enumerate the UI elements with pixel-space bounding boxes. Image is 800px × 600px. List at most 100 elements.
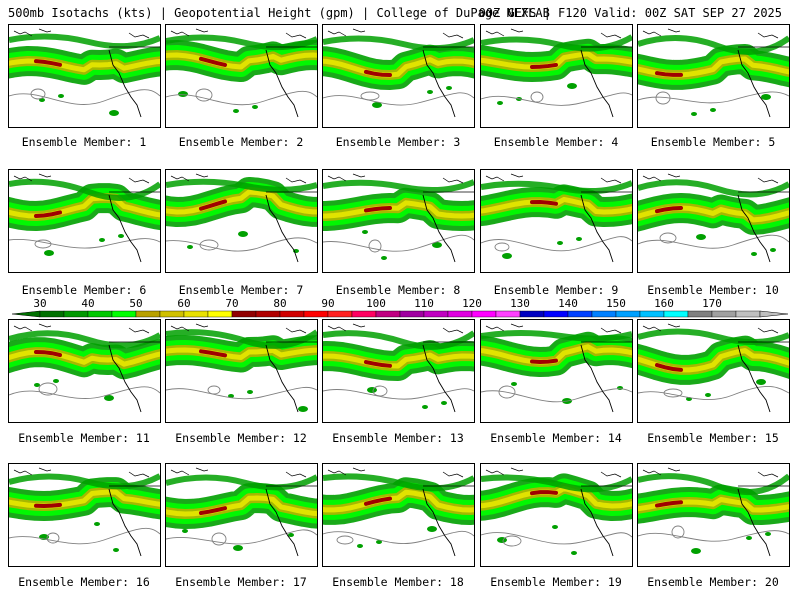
ensemble-member-label: Ensemble Member: 17	[175, 575, 307, 589]
isotach-blob	[238, 231, 248, 237]
isotach-blob	[252, 105, 258, 109]
colorbar-arrow-left	[11, 310, 41, 318]
jet-core	[364, 69, 392, 77]
colorbar-swatch	[327, 310, 353, 318]
coastline	[580, 194, 614, 263]
ensemble-member-label: Ensemble Member: 8	[335, 283, 461, 297]
height-contour	[481, 236, 632, 252]
ensemble-map-panel	[165, 169, 318, 273]
ensemble-map-panel	[480, 24, 633, 128]
height-contour	[638, 386, 789, 401]
ensemble-map-panel	[8, 24, 161, 128]
jet-core	[34, 502, 62, 508]
ensemble-map-panel	[480, 319, 633, 423]
ensemble-map-panel	[8, 169, 161, 273]
ensemble-member-label: Ensemble Member: 15	[647, 431, 779, 445]
ensemble-map-panel	[480, 463, 633, 567]
height-contour	[166, 237, 317, 252]
isotach-blob	[187, 245, 193, 249]
colorbar-swatch	[303, 310, 329, 318]
height-contour	[494, 242, 510, 252]
coastline	[170, 28, 307, 39]
isotach-blob	[372, 102, 382, 108]
isotach-band	[9, 349, 160, 367]
colorbar-swatch	[543, 310, 569, 318]
isotach-band	[166, 189, 317, 215]
isotach-blob	[710, 108, 716, 112]
isotach-blob	[34, 383, 40, 387]
height-contour	[34, 239, 52, 249]
isotach-band	[9, 195, 160, 219]
isotach-blob	[109, 110, 119, 116]
coastline	[327, 467, 464, 478]
map-graphic	[481, 173, 632, 263]
coastline	[170, 467, 307, 478]
isotach-band	[638, 179, 789, 198]
ensemble-member-label: Ensemble Member: 5	[650, 135, 776, 149]
colorbar-tick-label: 160	[654, 297, 674, 310]
ensemble-map-panel	[165, 463, 318, 567]
height-contour	[9, 386, 160, 399]
coastline	[108, 488, 142, 557]
colorbar-tick-label: 80	[273, 297, 286, 310]
coastline	[422, 49, 456, 118]
coastline	[642, 28, 779, 39]
isotach-blob	[751, 252, 757, 256]
colorbar-swatch	[183, 310, 209, 318]
ensemble-map-panel	[637, 24, 790, 128]
colorbar-swatch	[111, 310, 137, 318]
isotach-band	[323, 179, 474, 193]
isotach-blob	[381, 256, 387, 260]
run-info: 00Z GEFS | F120 Valid: 00Z SAT SEP 27 20…	[478, 6, 782, 20]
isotach-blob	[228, 394, 234, 398]
ensemble-member-label: Ensemble Member: 11	[18, 431, 150, 445]
map-graphic	[166, 467, 317, 557]
colorbar-swatch	[39, 310, 65, 318]
isotach-blob	[44, 250, 54, 256]
coastline	[13, 323, 150, 334]
coastline	[422, 194, 456, 263]
coastline	[642, 173, 779, 184]
isotach-blob	[432, 242, 442, 248]
height-contour	[655, 91, 671, 105]
coastline	[642, 467, 779, 478]
jet-core	[199, 56, 227, 67]
colorbar-tick-label: 120	[462, 297, 482, 310]
ensemble-map-panel	[322, 169, 475, 273]
height-contour	[663, 388, 683, 398]
jet-core	[530, 62, 558, 69]
isotach-blob	[233, 109, 239, 113]
jet-core	[199, 199, 227, 211]
coastline	[108, 194, 142, 263]
colorbar-tick-label: 140	[558, 297, 578, 310]
ensemble-member-label: Ensemble Member: 2	[178, 135, 304, 149]
colorbar-swatch	[159, 310, 185, 318]
height-contour	[638, 530, 789, 542]
colorbar-tick-label: 90	[321, 297, 334, 310]
coastline	[580, 344, 614, 413]
coastline	[13, 173, 150, 184]
ensemble-member-label: Ensemble Member: 1	[21, 135, 147, 149]
jet-core	[655, 363, 683, 372]
map-graphic	[638, 28, 789, 118]
isotach-blob	[94, 522, 100, 526]
height-contour	[166, 90, 317, 106]
colorbar-tick-label: 40	[81, 297, 94, 310]
colorbar-swatch	[735, 310, 761, 318]
map-graphic	[9, 467, 160, 557]
isotach-band	[323, 57, 474, 78]
height-contour	[166, 529, 317, 545]
coastline	[422, 488, 456, 557]
coastline	[265, 194, 299, 263]
isotach-blob	[427, 526, 437, 532]
isotach-band	[9, 58, 160, 73]
isotach-blob	[576, 237, 582, 241]
isotach-blob	[765, 532, 771, 536]
colorbar-swatch	[471, 310, 497, 318]
jet-core	[655, 71, 683, 77]
colorbar-swatch	[663, 310, 689, 318]
colorbar-swatch	[351, 310, 377, 318]
isotach-band	[9, 330, 160, 349]
isotach-blob	[53, 379, 59, 383]
jet-core	[530, 358, 558, 364]
